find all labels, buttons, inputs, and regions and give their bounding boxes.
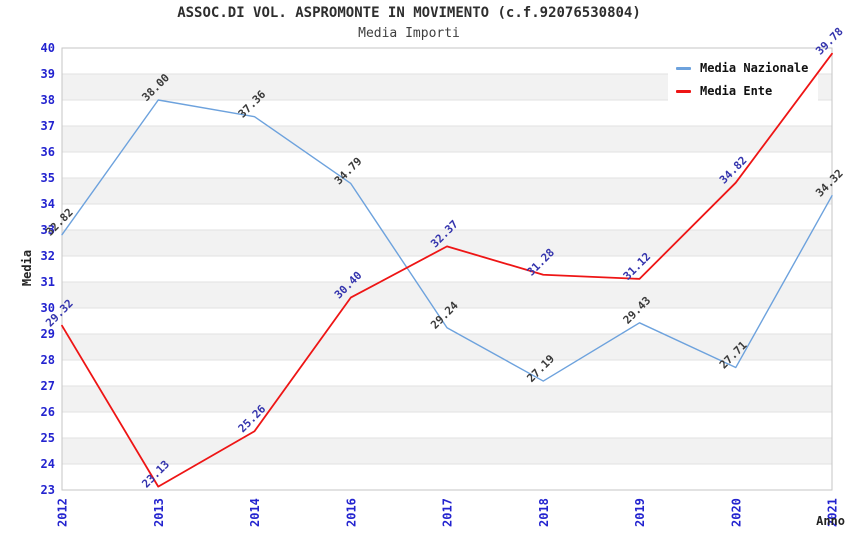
grid-band [62, 282, 832, 308]
chart-subtitle: Media Importi [358, 26, 460, 41]
y-tick-label: 23 [41, 483, 55, 497]
y-tick-label: 32 [41, 249, 55, 263]
x-tick-label: 2019 [633, 498, 647, 527]
legend-label: Media Nazionale [700, 61, 809, 75]
y-tick-label: 39 [41, 67, 55, 81]
y-tick-label: 36 [41, 145, 55, 159]
grid-band [62, 438, 832, 464]
y-tick-label: 40 [41, 41, 55, 55]
x-tick-label: 2012 [56, 498, 70, 527]
plot-border [61, 47, 833, 491]
x-tick-label: 2017 [441, 498, 455, 527]
y-tick-label: 29 [41, 327, 55, 341]
y-tick-label: 38 [41, 93, 55, 107]
legend-label: Media Ente [700, 84, 773, 98]
legend-item-media-ente: Media Ente [676, 84, 808, 98]
grid-band [62, 178, 832, 204]
y-tick-label: 35 [41, 171, 55, 185]
x-tick-label: 2013 [152, 498, 166, 527]
y-tick-label: 34 [41, 197, 55, 211]
y-tick-label: 25 [41, 431, 55, 445]
x-tick-label: 2021 [826, 498, 840, 527]
grid-band [62, 230, 832, 256]
legend-swatch-media-ente [676, 89, 691, 93]
y-tick-label: 31 [41, 275, 55, 289]
y-tick-label: 33 [41, 223, 55, 237]
x-tick-label: 2020 [729, 498, 743, 527]
y-tick-label: 24 [41, 457, 55, 471]
y-tick-label: 37 [41, 119, 55, 133]
legend-swatch-media-nazionale [676, 66, 691, 70]
x-tick-label: 2014 [248, 498, 262, 527]
x-tick-label: 2018 [537, 498, 551, 527]
y-tick-label: 26 [41, 405, 55, 419]
y-tick-label: 28 [41, 353, 55, 367]
y-tick-label: 27 [41, 379, 55, 393]
grid-band [62, 126, 832, 152]
grid-band [62, 386, 832, 412]
y-axis-title: Media [20, 249, 34, 287]
x-tick-label: 2016 [344, 498, 358, 527]
y-tick-label: 30 [41, 301, 55, 315]
chart-title: ASSOC.DI VOL. ASPROMONTE IN MOVIMENTO (c… [177, 5, 641, 21]
x-axis-title: Anno [816, 514, 845, 528]
grid-band [62, 334, 832, 360]
legend-item-media-nazionale: Media Nazionale [676, 61, 808, 75]
legend: Media Nazionale Media Ente [668, 57, 819, 105]
